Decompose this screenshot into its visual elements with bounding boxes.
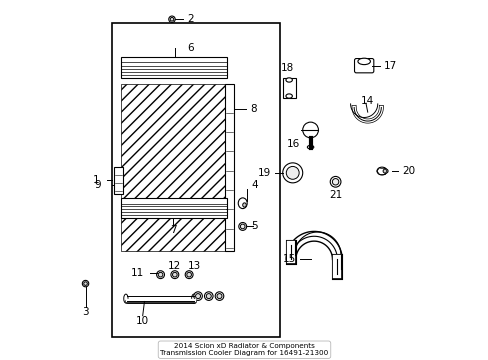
Ellipse shape	[83, 282, 87, 285]
Ellipse shape	[206, 294, 211, 298]
Ellipse shape	[172, 273, 177, 277]
Ellipse shape	[82, 280, 88, 287]
Text: 17: 17	[383, 61, 396, 71]
Bar	[112, 23, 280, 337]
Ellipse shape	[191, 294, 196, 303]
Bar	[121, 57, 226, 78]
Text: 9: 9	[94, 180, 101, 190]
Ellipse shape	[186, 273, 191, 277]
Bar	[121, 84, 226, 251]
Bar	[224, 84, 233, 251]
Text: 12: 12	[168, 261, 181, 271]
Ellipse shape	[185, 271, 193, 279]
Text: 18: 18	[280, 63, 293, 73]
Ellipse shape	[170, 18, 173, 21]
Circle shape	[282, 163, 302, 183]
Bar	[114, 167, 123, 194]
Text: 2: 2	[186, 14, 193, 24]
Ellipse shape	[215, 292, 224, 300]
Bar	[121, 198, 226, 217]
Text: 3: 3	[82, 307, 89, 317]
Text: 6: 6	[187, 43, 194, 53]
Text: 19: 19	[257, 168, 270, 178]
Ellipse shape	[382, 169, 387, 173]
Ellipse shape	[285, 78, 292, 82]
Bar	[282, 78, 295, 98]
Text: 11: 11	[131, 268, 144, 278]
Ellipse shape	[307, 145, 313, 149]
Text: 7: 7	[169, 225, 176, 235]
Text: 8: 8	[249, 104, 256, 113]
Ellipse shape	[329, 176, 340, 187]
Text: 5: 5	[251, 221, 258, 231]
Ellipse shape	[240, 224, 244, 229]
Text: 4: 4	[251, 180, 258, 190]
Circle shape	[302, 122, 318, 138]
Text: 16: 16	[286, 139, 299, 149]
Ellipse shape	[242, 203, 246, 207]
Ellipse shape	[238, 222, 246, 230]
Circle shape	[285, 166, 299, 179]
Ellipse shape	[204, 292, 213, 300]
Text: 10: 10	[136, 316, 149, 326]
Ellipse shape	[238, 198, 246, 208]
Ellipse shape	[217, 294, 222, 298]
Ellipse shape	[195, 294, 200, 298]
Ellipse shape	[156, 271, 164, 279]
Ellipse shape	[193, 292, 202, 300]
Ellipse shape	[158, 273, 163, 277]
Ellipse shape	[171, 271, 179, 279]
Text: 2014 Scion xD Radiator & Components
Transmission Cooler Diagram for 16491-21300: 2014 Scion xD Radiator & Components Tran…	[160, 343, 328, 356]
FancyBboxPatch shape	[354, 59, 373, 73]
Text: 1: 1	[93, 175, 100, 185]
Ellipse shape	[357, 58, 370, 64]
Text: 21: 21	[328, 190, 342, 201]
Ellipse shape	[332, 179, 338, 185]
Text: 15: 15	[283, 253, 296, 264]
Text: 13: 13	[187, 261, 201, 271]
Ellipse shape	[376, 167, 386, 175]
Text: 14: 14	[360, 96, 374, 107]
Ellipse shape	[285, 94, 292, 98]
Text: 20: 20	[402, 166, 415, 176]
Ellipse shape	[123, 294, 128, 303]
Ellipse shape	[168, 16, 175, 22]
